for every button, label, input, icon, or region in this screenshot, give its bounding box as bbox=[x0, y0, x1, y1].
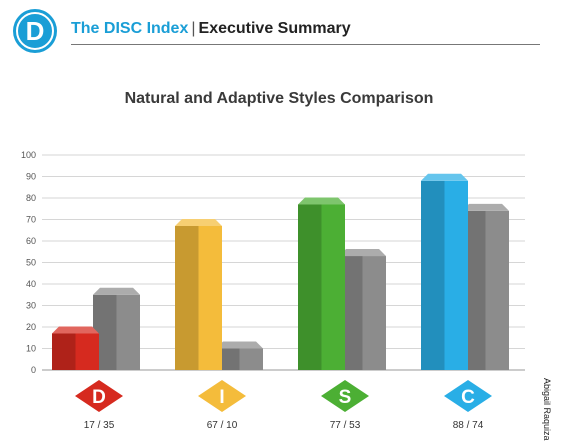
adaptive-bar-i-front-face bbox=[239, 348, 263, 370]
report-header: D The DISC Index | Executive Summary bbox=[0, 0, 581, 60]
natural-bar-c-top-face bbox=[421, 173, 468, 181]
y-tick-label: 30 bbox=[26, 301, 36, 311]
y-tick-label: 60 bbox=[26, 236, 36, 246]
author-credit: Abigail Raquiza bbox=[542, 378, 552, 441]
adaptive-bar-c-top-face bbox=[462, 203, 509, 211]
y-tick-label: 70 bbox=[26, 215, 36, 225]
category-letter: I bbox=[219, 387, 224, 408]
y-tick-label: 0 bbox=[31, 365, 36, 375]
category-value-label: 67 / 10 bbox=[207, 420, 238, 431]
logo-letter: D bbox=[26, 16, 45, 46]
header-divider bbox=[71, 44, 540, 45]
natural-bar-s-left-face bbox=[298, 204, 322, 370]
natural-bar-i-left-face bbox=[175, 225, 199, 370]
category-letter: D bbox=[92, 387, 106, 408]
y-tick-label: 80 bbox=[26, 193, 36, 203]
header-separator: | bbox=[191, 20, 196, 37]
chart-title: Natural and Adaptive Styles Comparison bbox=[124, 90, 434, 107]
y-tick-label: 20 bbox=[26, 322, 36, 332]
natural-bar-i-front-face bbox=[198, 225, 222, 370]
y-tick-label: 50 bbox=[26, 258, 36, 268]
header-title: The DISC Index | Executive Summary bbox=[71, 20, 351, 38]
adaptive-bar-d-front-face bbox=[116, 294, 140, 370]
disc-logo-icon: D bbox=[13, 9, 57, 53]
brand-name: The DISC Index bbox=[71, 20, 189, 37]
adaptive-bar-s-front-face bbox=[362, 256, 386, 370]
natural-bar-d-front-face bbox=[75, 333, 99, 370]
section-name: Executive Summary bbox=[198, 20, 351, 37]
category-badge-d bbox=[75, 380, 123, 412]
category-badge-i bbox=[198, 380, 246, 412]
natural-bar-c-front-face bbox=[444, 180, 468, 370]
y-tick-label: 40 bbox=[26, 279, 36, 289]
adaptive-bar-d-top-face bbox=[93, 287, 140, 295]
adaptive-bar-c-front-face bbox=[485, 210, 509, 370]
natural-bar-d-left-face bbox=[52, 333, 76, 370]
category-badge-s bbox=[321, 380, 369, 412]
category-value-label: 88 / 74 bbox=[453, 420, 484, 431]
natural-bar-s-front-face bbox=[321, 204, 345, 370]
category-value-label: 17 / 35 bbox=[84, 420, 115, 431]
natural-bar-s-top-face bbox=[298, 197, 345, 205]
natural-bar-d-top-face bbox=[52, 326, 99, 334]
natural-bar-i-top-face bbox=[175, 218, 222, 226]
y-tick-label: 90 bbox=[26, 172, 36, 182]
adaptive-bar-s-top-face bbox=[339, 249, 386, 257]
category-letter: C bbox=[461, 387, 475, 408]
y-tick-label: 100 bbox=[21, 150, 36, 160]
category-badge-c bbox=[444, 380, 492, 412]
natural-bar-c-left-face bbox=[421, 180, 445, 370]
category-letter: S bbox=[339, 387, 352, 408]
category-value-label: 77 / 53 bbox=[330, 420, 361, 431]
y-tick-label: 10 bbox=[26, 344, 36, 354]
adaptive-bar-i-top-face bbox=[216, 341, 263, 349]
